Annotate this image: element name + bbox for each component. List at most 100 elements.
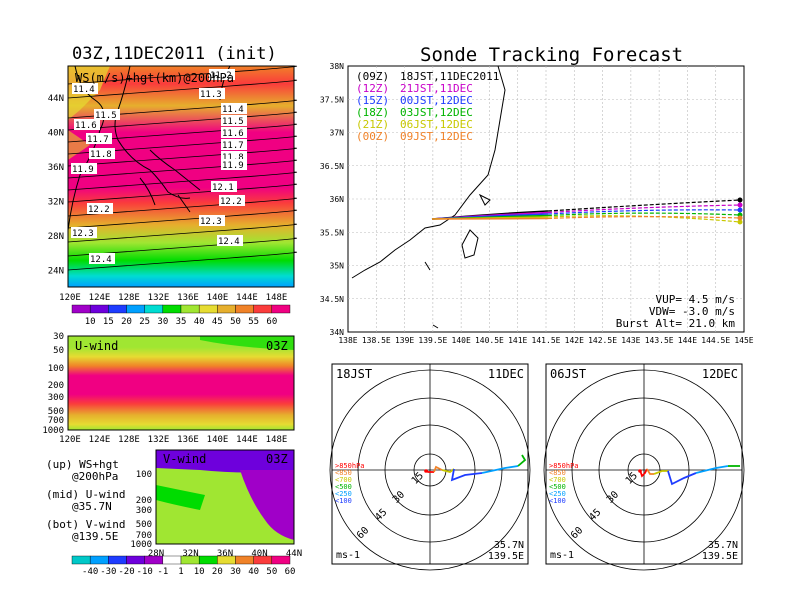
launch-time-utc: (00Z) [356, 130, 389, 143]
colorbar-label: 35 [176, 317, 187, 327]
colorbar-label: 45 [212, 317, 223, 327]
pressure-level-label: <100 [549, 497, 566, 505]
lon-tick-label: 132E [148, 293, 170, 303]
contour-label: 11.5 [95, 111, 117, 121]
lon-tick-label: 136E [177, 435, 199, 445]
lon-tick-label: 140.5E [475, 336, 504, 345]
pressure-tick-label: 200 [136, 496, 152, 506]
polar-lat: 35.7N [494, 540, 524, 551]
contour-label: 12.4 [90, 255, 112, 265]
contour-label-bg [209, 69, 235, 80]
init-title: 03Z,11DEC2011 (init) [72, 44, 277, 64]
lon-tick-label: 140E [207, 435, 229, 445]
launch-time-utc: (21Z) [356, 118, 389, 131]
colorbar-swatch [108, 555, 127, 565]
polar-lon: 139.5E [702, 551, 738, 562]
contour-label: 11.4 [222, 105, 244, 115]
lon-tick-label: 143E [621, 336, 640, 345]
colorbar-swatch [126, 555, 145, 565]
track-ascent [431, 217, 549, 220]
pressure-tick-label: 300 [136, 506, 152, 516]
contour-label-bg [89, 148, 115, 159]
colorbar-swatch [198, 304, 218, 314]
colorbar-label: 50 [266, 567, 277, 577]
v-wind-label: V-wind [163, 452, 206, 466]
lon-tick-label: 145E [734, 336, 753, 345]
colorbar-label: -40 [82, 567, 98, 577]
contour-label: 11.3 [200, 90, 222, 100]
lat-tick-label: 40N [251, 549, 267, 559]
sonde-track-title: Sonde Tracking Forecast [420, 44, 684, 66]
u-wind-patch [200, 336, 294, 350]
track-descent [547, 215, 741, 223]
landing-point [737, 197, 743, 203]
vdw-value: VDW= -3.0 m/s [649, 305, 735, 318]
colorbar-label: -1 [157, 567, 168, 577]
polar-hodograph-right: 06JST 12DEC15304560>850hPa<850<700<500<25… [543, 363, 745, 571]
colorbar-swatch [71, 304, 91, 314]
polar-time-label: 18JST [336, 367, 372, 381]
hodograph-segment [653, 470, 668, 475]
colorbar-swatch [235, 555, 254, 565]
ws-panel-label: WS(m/s)+hgt(km)@200hPa [75, 71, 234, 85]
colorbar-swatch [89, 304, 109, 314]
contour-label: 11.4 [73, 85, 95, 95]
lat-tick-label: 24N [48, 267, 64, 277]
lat-tick-label: 36N [330, 195, 345, 204]
u-wind-label: U-wind [75, 339, 118, 353]
contour-label-bg [221, 115, 247, 126]
contour-label: 12.2 [88, 205, 110, 215]
lon-tick-label: 139E [395, 336, 414, 345]
polar-unit: ms-1 [550, 550, 574, 561]
hodograph-segment [646, 468, 654, 475]
contour-label: 12.3 [200, 217, 222, 227]
colorbar-swatch [253, 304, 273, 314]
contour-label: 11.8 [222, 153, 244, 163]
lon-tick-label: 148E [266, 293, 288, 303]
colorbar-swatch [144, 555, 164, 565]
colorbar-label: 10 [194, 567, 205, 577]
contour-label-bg [221, 103, 247, 114]
colorbar-label: -10 [137, 567, 153, 577]
hodograph-segment [441, 468, 455, 473]
pressure-level-label: <500 [335, 483, 352, 491]
colorbar-swatch [108, 304, 127, 314]
landing-point [737, 219, 743, 225]
pressure-tick-label: 500 [136, 520, 152, 530]
pressure-tick-label: 100 [136, 470, 152, 480]
colorbar-swatch [217, 304, 236, 314]
hodograph-segment [481, 465, 519, 474]
colorbar-label: 40 [248, 567, 259, 577]
colorbar-label: 1 [178, 567, 183, 577]
lat-tick-label: 40N [48, 129, 64, 139]
pressure-level-label: >850hPa [549, 462, 579, 470]
lon-tick-label: 144E [678, 336, 697, 345]
colorbar-label: 50 [230, 317, 241, 327]
lon-tick-label: 144.5E [701, 336, 730, 345]
note-line: @35.7N [72, 500, 112, 513]
launch-time-utc: (09Z) [356, 70, 389, 83]
contour-label-bg [71, 163, 97, 174]
pressure-level-label: <850 [335, 469, 352, 477]
lon-tick-label: 144E [236, 293, 258, 303]
lon-tick-label: 128E [118, 435, 140, 445]
contour-label: 12.3 [72, 229, 94, 239]
polar-lat: 35.7N [708, 540, 738, 551]
contour-label-bg [86, 133, 112, 144]
colorbar-label: 55 [248, 317, 259, 327]
landing-point [737, 202, 743, 208]
lon-tick-label: 138.5E [362, 336, 391, 345]
contour-label-bg [199, 88, 225, 99]
u-wind-frame [67, 335, 295, 431]
launch-time-utc: (18Z) [356, 106, 389, 119]
colorbar-label: 60 [285, 567, 296, 577]
height-contour [67, 79, 297, 99]
v-wind-patch [240, 470, 294, 540]
note-line: (up) WS+hgt [46, 458, 119, 471]
pressure-level-label: <700 [549, 476, 566, 484]
contour-label: 11.9 [72, 165, 94, 175]
polar-hodograph-left: 18JST 11DEC15304560>850hPa<850<700<500<25… [329, 363, 531, 571]
v-wind-patch [156, 485, 205, 510]
lat-tick-label: 37N [330, 129, 345, 138]
colorbar-label: 15 [103, 317, 114, 327]
